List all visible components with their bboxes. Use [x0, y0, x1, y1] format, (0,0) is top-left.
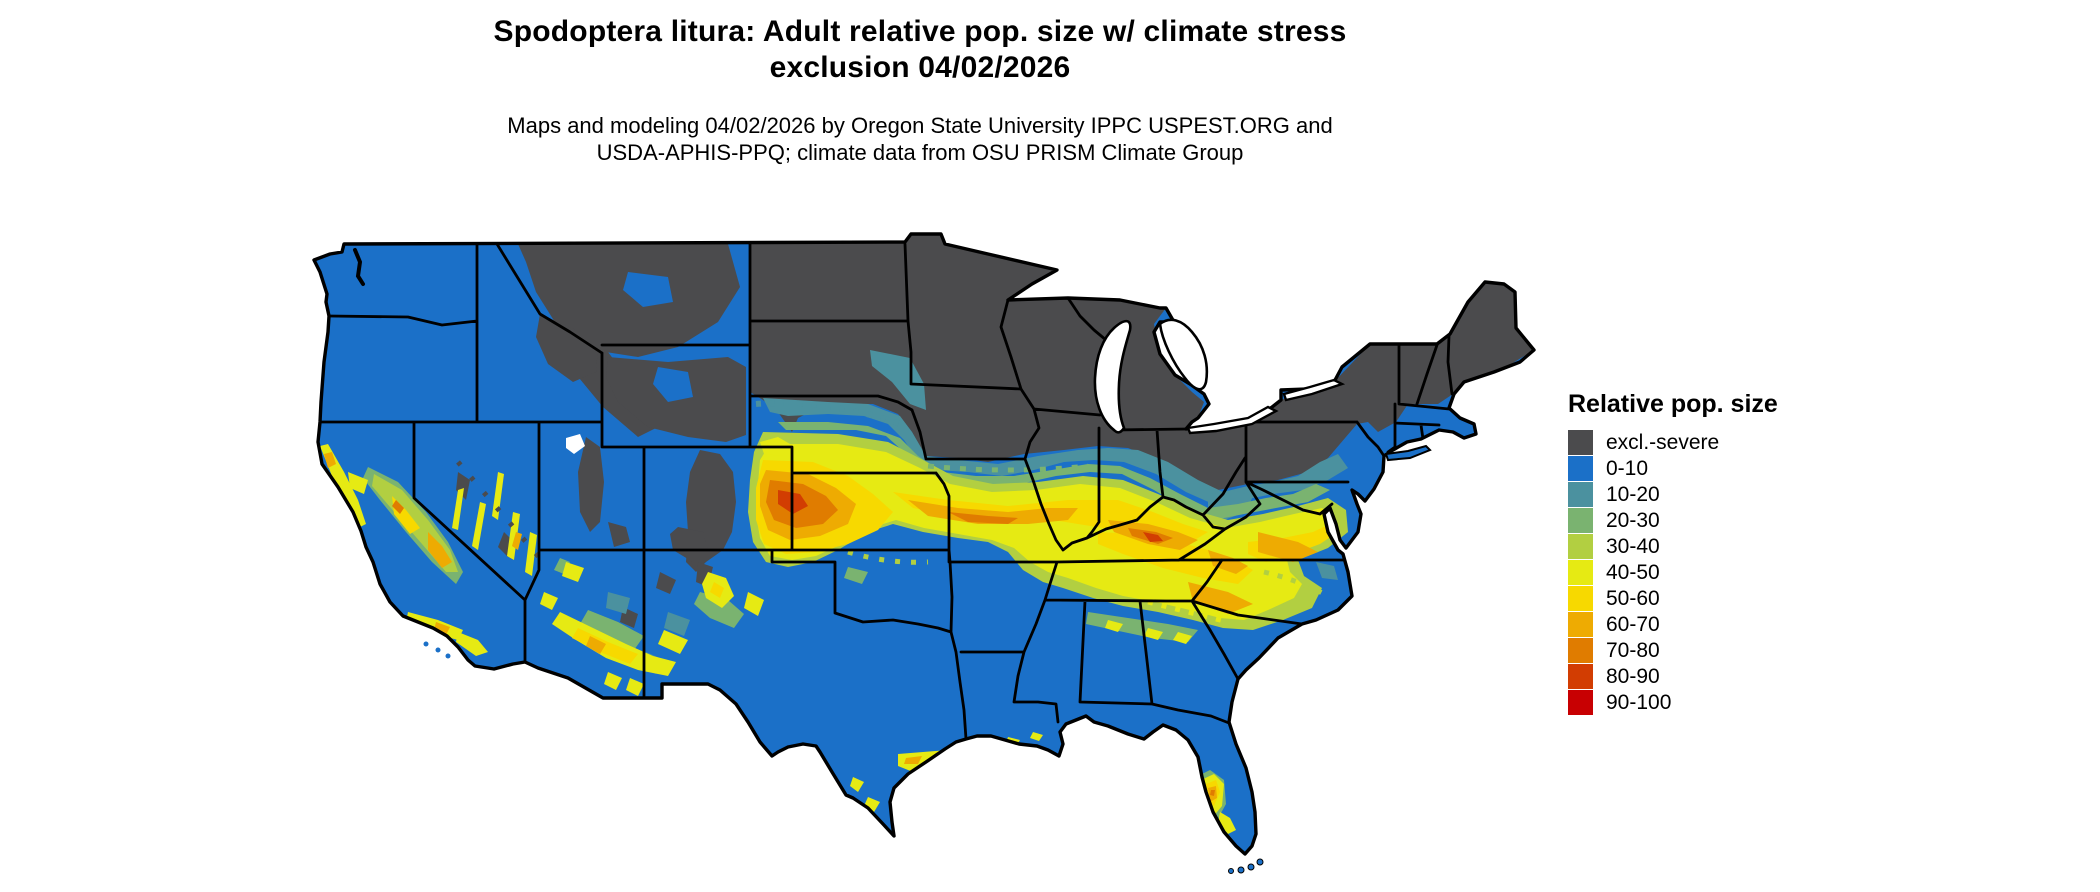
legend-swatch [1568, 689, 1593, 715]
legend-label: 90-100 [1606, 690, 1672, 714]
puget-sound [353, 248, 365, 286]
legend-item: 30-40 [1568, 533, 1778, 559]
legend-item: 20-30 [1568, 507, 1778, 533]
legend-item: 40-50 [1568, 559, 1778, 585]
map-subtitle-line1: Maps and modeling 04/02/2026 by Oregon S… [507, 113, 1333, 138]
great-salt-lake [566, 434, 585, 454]
legend-swatch [1568, 507, 1593, 533]
legend-label: 0-10 [1606, 456, 1649, 480]
legend-items: excl.-severe 0-10 10-20 20-30 30-40 40-5… [1568, 429, 1778, 715]
legend-label: 30-40 [1606, 534, 1660, 558]
legend-label: 60-70 [1606, 612, 1660, 636]
legend-swatch [1568, 429, 1593, 455]
great-lakes [353, 248, 1346, 454]
legend-label: 40-50 [1606, 560, 1660, 584]
conus-risk-map-svg [312, 232, 1536, 874]
state-borders [319, 242, 1454, 741]
legend-label: 50-60 [1606, 586, 1660, 610]
conus-risk-map [308, 232, 1543, 882]
excluded-severe-region [456, 234, 1534, 628]
map-title-line2: exclusion 04/02/2026 [769, 51, 1071, 84]
legend-swatch [1568, 663, 1593, 689]
map-title-line1: Spodoptera litura: Adult relative pop. s… [493, 15, 1347, 48]
legend-swatch [1568, 481, 1593, 507]
florida-keys [1228, 858, 1264, 874]
legend: Relative pop. size excl.-severe 0-10 10-… [1568, 391, 1778, 715]
legend-item: 90-100 [1568, 689, 1778, 715]
legend-label: 20-30 [1606, 508, 1660, 532]
legend-swatch [1568, 559, 1593, 585]
legend-item: 70-80 [1568, 637, 1778, 663]
legend-swatch [1568, 637, 1593, 663]
legend-label: 80-90 [1606, 664, 1660, 688]
legend-item: 80-90 [1568, 663, 1778, 689]
map-subtitle-line2: USDA-APHIS-PPQ; climate data from OSU PR… [596, 140, 1244, 165]
legend-label: 10-20 [1606, 482, 1660, 506]
legend-swatch [1568, 585, 1593, 611]
raster-layers [314, 234, 1534, 854]
legend-swatch [1568, 455, 1593, 481]
legend-swatch [1568, 611, 1593, 637]
legend-title: Relative pop. size [1568, 390, 1778, 418]
legend-item: 50-60 [1568, 585, 1778, 611]
legend-item: 60-70 [1568, 611, 1778, 637]
legend-label: 70-80 [1606, 638, 1660, 662]
legend-item: 10-20 [1568, 481, 1778, 507]
legend-item: excl.-severe [1568, 429, 1778, 455]
legend-label: excl.-severe [1606, 430, 1720, 454]
legend-swatch [1568, 533, 1593, 559]
legend-item: 0-10 [1568, 455, 1778, 481]
raster-noise [456, 399, 1326, 625]
header: Spodoptera litura: Adult relative pop. s… [0, 14, 1840, 166]
map-subtitle: Maps and modeling 04/02/2026 by Oregon S… [0, 112, 1840, 166]
map-title: Spodoptera litura: Adult relative pop. s… [0, 14, 1840, 86]
islands [423, 444, 1432, 874]
